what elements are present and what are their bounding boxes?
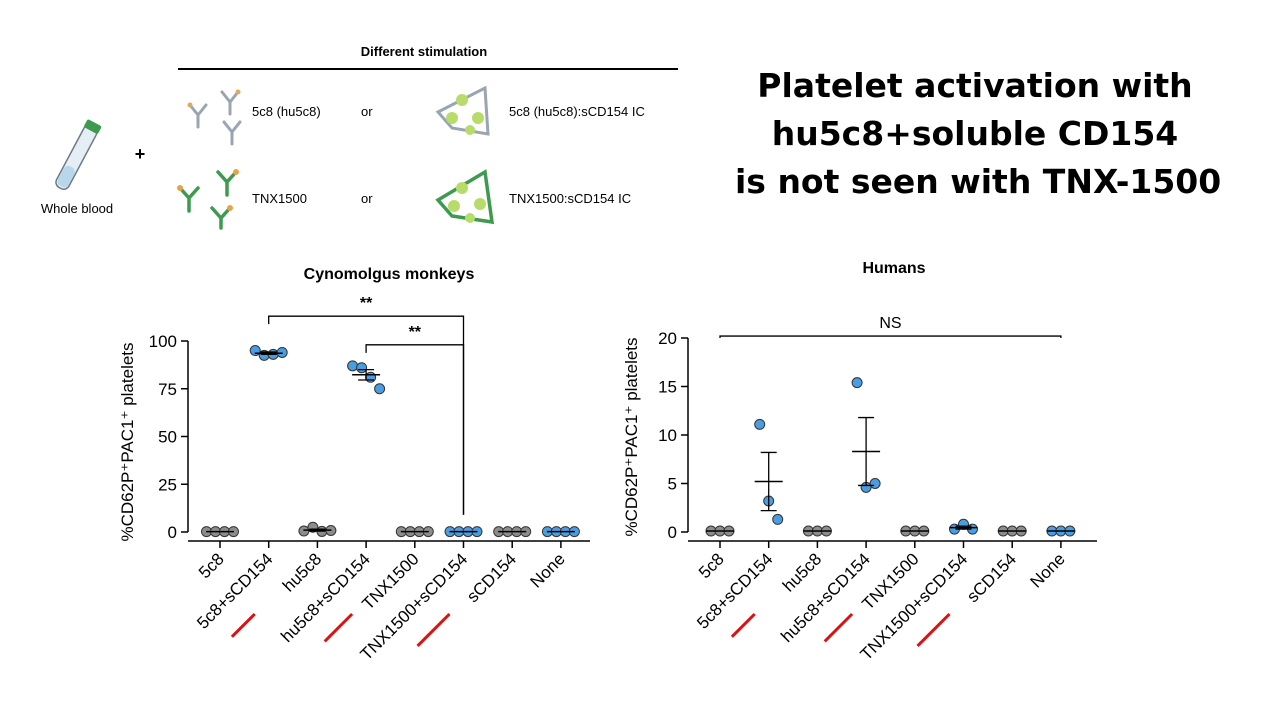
- y-tick-label: 0: [668, 523, 677, 542]
- y-tick-label: 20: [658, 329, 677, 348]
- highlight-underline: [916, 612, 951, 648]
- x-tick-label: hu5c8: [779, 549, 825, 595]
- x-tick-label: hu5c8: [279, 549, 325, 595]
- significance-bracket: [365, 344, 465, 515]
- x-tick-label: 5c8: [695, 549, 728, 582]
- grey-antibody-icon: [187, 89, 242, 146]
- highlight-underline: [416, 612, 451, 648]
- headline-line-2: hu5c8+soluble CD154: [771, 114, 1179, 153]
- data-point: [298, 525, 310, 537]
- data-point: [374, 383, 386, 395]
- data-point: [347, 360, 359, 372]
- y-tick-label: 0: [168, 523, 177, 542]
- item-5c8-ic-label: 5c8 (hu5c8):sCD154 IC: [509, 104, 645, 119]
- x-tick-label: sCD154: [963, 549, 1020, 606]
- headline-line-3: is not seen with TNX-1500: [735, 162, 1222, 201]
- chart-humans: Humans %CD62P⁺PAC1⁺ platelets 0 5 10 15 20 5c…: [622, 260, 1097, 664]
- schematic-header: Different stimulation: [361, 44, 487, 59]
- y-tick-label: 15: [658, 378, 677, 397]
- x-tick-label: hu5c8+sCD154: [777, 549, 874, 646]
- data-point: [869, 478, 881, 489]
- or-label-2: or: [361, 191, 373, 206]
- significance-label: **: [360, 295, 373, 312]
- plus-sign: +: [135, 144, 146, 164]
- chart-title-cyno: Cynomolgus monkeys: [304, 266, 475, 283]
- data-point: [249, 345, 261, 357]
- y-tick-label: 75: [158, 380, 177, 399]
- y-tick-label: 25: [158, 475, 177, 494]
- item-tnx1500-label: TNX1500: [252, 191, 307, 206]
- highlight-underline: [323, 612, 354, 643]
- significance-label: NS: [879, 315, 901, 332]
- y-axis-label-humans: %CD62P⁺PAC1⁺ platelets: [622, 337, 641, 536]
- or-label-1: or: [361, 104, 373, 119]
- data-point: [365, 371, 377, 383]
- blood-tube-icon: [55, 119, 102, 190]
- stimulation-schematic: Different stimulation Whole blood + 5c8 …: [41, 44, 678, 230]
- headline-line-1: Platelet activation with: [757, 66, 1193, 105]
- headline: Platelet activation with hu5c8+soluble C…: [735, 62, 1222, 206]
- highlight-underline: [230, 612, 256, 638]
- highlight-underline: [730, 612, 756, 638]
- chart-title-humans: Humans: [862, 260, 925, 277]
- significance-bracket: [719, 335, 1062, 338]
- item-5c8-label: 5c8 (hu5c8): [252, 104, 321, 119]
- grey-immune-complex-icon: [435, 85, 490, 136]
- x-tick-label: sCD154: [463, 549, 520, 606]
- chart-cynomolgus: Cynomolgus monkeys %CD62P⁺PAC1⁺ platelet…: [118, 266, 590, 664]
- highlight-underline: [823, 612, 854, 643]
- green-antibody-icon: [177, 169, 239, 230]
- y-tick-label: 10: [658, 426, 677, 445]
- data-point: [851, 377, 863, 389]
- x-tick-label: hu5c8+sCD154: [277, 549, 374, 646]
- x-tick-label: None: [1027, 549, 1069, 591]
- significance-label: **: [409, 324, 422, 341]
- item-tnx1500-ic-label: TNX1500:sCD154 IC: [509, 191, 631, 206]
- data-point: [772, 513, 784, 525]
- green-immune-complex-icon: [435, 169, 495, 225]
- y-tick-label: 5: [668, 475, 677, 494]
- y-tick-label: 50: [158, 428, 177, 447]
- x-tick-label: None: [527, 549, 569, 591]
- x-tick-label: 5c8: [195, 549, 228, 582]
- data-point: [356, 362, 368, 374]
- whole-blood-label: Whole blood: [41, 201, 113, 216]
- y-axis-label-cyno: %CD62P⁺PAC1⁺ platelets: [118, 342, 137, 541]
- data-point: [754, 418, 766, 430]
- data-point: [276, 346, 288, 358]
- y-tick-label: 100: [149, 332, 177, 351]
